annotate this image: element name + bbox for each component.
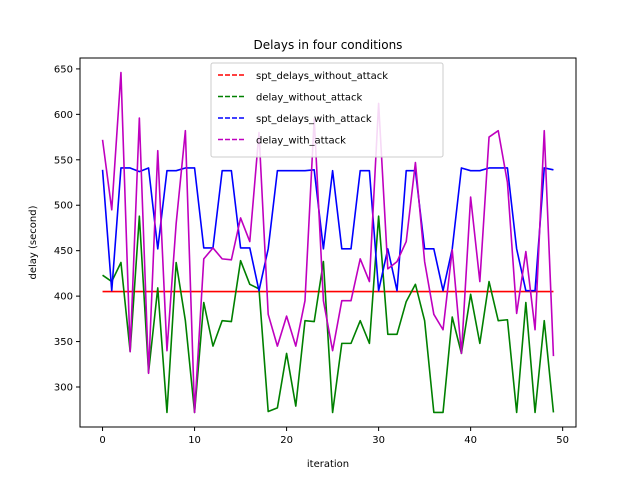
legend: spt_delays_without_attack delay_without_a…: [210, 62, 444, 158]
legend-box: [210, 62, 444, 158]
legend-label-1: delay_without_attack: [256, 93, 363, 104]
y-tick-label: 300: [54, 383, 73, 394]
series-line-2: [101, 167, 554, 292]
chart-title: Delays in four conditions: [254, 38, 403, 52]
y-tick-label: 550: [54, 155, 73, 166]
y-tick-label: 450: [54, 246, 73, 257]
x-tick-label: 20: [280, 435, 293, 446]
y-tick-label: 400: [54, 292, 73, 303]
y-tick-label: 600: [54, 110, 73, 121]
series-line-3: [101, 71, 555, 414]
x-tick-label: 10: [188, 435, 201, 446]
y-tick-label: 350: [54, 337, 73, 348]
x-tick-label: 0: [99, 435, 105, 446]
plot-frame: [79, 57, 577, 428]
legend-label-3: delay_with_attack: [256, 136, 346, 147]
series-layer: [101, 71, 555, 414]
x-tick-label: 40: [464, 435, 477, 446]
legend-label-0: spt_delays_without_attack: [256, 71, 388, 82]
legend-label-2: spt_delays_with_attack: [256, 114, 372, 125]
x-tick-label: 50: [556, 435, 569, 446]
x-tick-label: 30: [372, 435, 385, 446]
y-tick-label: 500: [54, 201, 73, 212]
x-axis-ticks: 0 10 20 30 40 50: [99, 427, 569, 446]
y-axis-label: delay (second): [28, 205, 39, 279]
y-tick-label: 650: [54, 64, 73, 75]
x-axis-label: iteration: [307, 459, 349, 470]
series-line-1: [102, 215, 555, 414]
y-axis-ticks: 300 350 400 450 500 550 600 650: [54, 64, 80, 394]
